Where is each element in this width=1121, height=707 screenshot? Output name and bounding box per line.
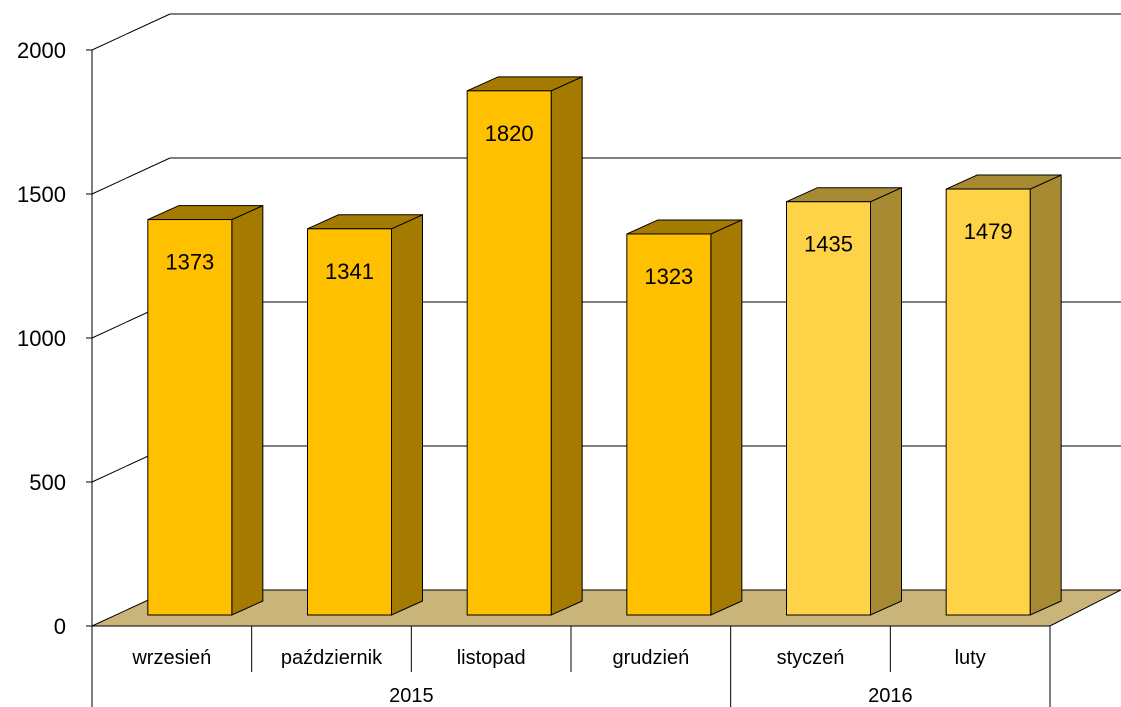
bar [626, 219, 743, 616]
data-label: 1435 [804, 232, 853, 257]
data-label: 1323 [644, 264, 693, 289]
bar-front [307, 228, 392, 616]
bar-side [391, 214, 423, 616]
category-label: grudzień [612, 647, 689, 669]
bar-front [786, 201, 871, 616]
category-label: styczeń [777, 647, 845, 669]
bar [147, 204, 264, 616]
data-label: 1820 [485, 121, 534, 146]
bar-front [147, 219, 233, 616]
bar-side [1029, 174, 1062, 616]
bar [307, 214, 423, 616]
bar [466, 76, 583, 616]
y-axis: 0 500 1000 1500 2000 [17, 38, 93, 639]
bar-side [870, 186, 902, 616]
category-label: wrzesień [131, 647, 211, 669]
y-tick-label: 500 [29, 470, 66, 495]
y-tick-label: 1000 [17, 326, 66, 351]
data-label: 1341 [325, 259, 374, 284]
bar-side [550, 76, 583, 616]
gridline-depth [91, 157, 171, 195]
bar-front [466, 90, 552, 616]
bar [786, 186, 902, 616]
category-label: luty [955, 647, 986, 669]
bar-front [945, 188, 1031, 616]
category-label: listopad [457, 647, 526, 669]
x-axis: wrzesień październik listopad grudzień stycz… [91, 625, 1051, 707]
bars [147, 76, 1062, 616]
bar [945, 174, 1062, 616]
bar-side [231, 204, 264, 616]
category-label: październik [281, 647, 383, 669]
group-label: 2016 [868, 685, 913, 707]
gridline-depth [91, 13, 171, 51]
data-label: 1479 [964, 219, 1013, 244]
y-tick-label: 2000 [17, 38, 66, 63]
y-tick-label: 1500 [17, 182, 66, 207]
bar-front [626, 233, 712, 616]
data-label: 1373 [165, 250, 214, 275]
data-labels: 1373 1341 1820 1323 1435 1479 [165, 121, 1012, 289]
y-tick-label: 0 [54, 614, 66, 639]
group-label: 2015 [389, 685, 434, 707]
bar-side [710, 219, 743, 616]
